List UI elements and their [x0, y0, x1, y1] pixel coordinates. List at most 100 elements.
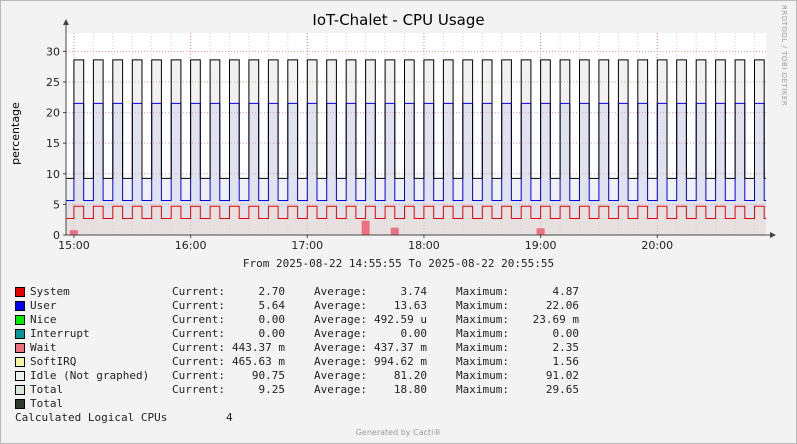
- legend-current-value: 465.63 m: [232, 355, 285, 368]
- legend-swatch: [15, 399, 25, 409]
- legend-current-value: 90.75: [251, 369, 285, 382]
- legend-name: Interrupt: [30, 327, 90, 340]
- x-tick-label: 18:00: [408, 239, 440, 252]
- legend-name: User: [30, 299, 57, 312]
- legend-current-value: 0.00: [258, 327, 286, 340]
- legend-swatch: [15, 301, 25, 311]
- wait-spike: [390, 227, 399, 235]
- legend-maximum-value: 1.56: [552, 355, 580, 368]
- legend-name: Total: [30, 397, 64, 410]
- legend-average-value: 81.20: [393, 369, 427, 382]
- legend-current-label: Current:: [172, 341, 225, 354]
- y-tick-label: 20: [46, 107, 60, 120]
- legend-swatch: [15, 385, 25, 395]
- legend-current-label: Current:: [172, 369, 225, 382]
- legend-average-label: Average:: [314, 383, 367, 396]
- legend-average-label: Average:: [314, 355, 367, 368]
- legend-name: SoftIRQ: [30, 355, 77, 368]
- legend-average-value: 437.37 m: [374, 341, 427, 354]
- legend-current-label: Current:: [172, 285, 225, 298]
- legend-maximum-value: 4.87: [552, 285, 580, 298]
- legend-maximum-label: Maximum:: [456, 285, 509, 298]
- time-range: From 2025-08-22 14:55:55 To 2025-08-22 2…: [242, 257, 555, 270]
- legend-average-value: 492.59 u: [374, 313, 427, 326]
- y-tick-label: 5: [53, 198, 60, 211]
- legend-maximum-value: 0.00: [552, 327, 580, 340]
- line-total: [66, 59, 766, 179]
- legend-name: Wait: [30, 341, 57, 354]
- legend-maximum-value: 22.06: [545, 299, 579, 312]
- legend-current-value: 2.70: [258, 285, 286, 298]
- legend-maximum-label: Maximum:: [456, 313, 509, 326]
- y-axis-arrow: [63, 19, 69, 25]
- legend-name: Nice: [30, 313, 57, 326]
- legend-swatch: [15, 357, 25, 367]
- y-tick-label: 25: [46, 76, 60, 89]
- legend-name: Total: [30, 383, 64, 396]
- legend-maximum-label: Maximum:: [456, 383, 509, 396]
- x-axis-arrow: [770, 232, 776, 238]
- legend-current-value: 9.25: [258, 383, 286, 396]
- legend-maximum-label: Maximum:: [456, 327, 509, 340]
- plot-background: [66, 33, 766, 235]
- legend-average-label: Average:: [314, 285, 367, 298]
- legend-average-value: 13.63: [393, 299, 427, 312]
- logical-cpus-value: 4: [226, 411, 233, 424]
- legend-current-label: Current:: [172, 327, 225, 340]
- legend-maximum-label: Maximum:: [456, 369, 509, 382]
- legend-average-value: 3.74: [400, 285, 428, 298]
- logical-cpus-label: Calculated Logical CPUs: [15, 411, 168, 424]
- legend-average-label: Average:: [314, 327, 367, 340]
- x-tick-label: 20:00: [641, 239, 673, 252]
- line-system: [66, 205, 766, 219]
- cpu-usage-chart: 0 5 10 15 20 25 30 15:00 16:00 17:00 18:00 19:00 20:…: [46, 19, 776, 252]
- legend-current-label: Current:: [172, 383, 225, 396]
- area-total: [66, 59, 766, 236]
- area-system: [66, 206, 766, 235]
- x-tick-label: 15:00: [58, 239, 90, 252]
- x-tick-label: 17:00: [291, 239, 323, 252]
- wait-spike: [69, 230, 78, 235]
- legend-maximum-value: 23.69 m: [532, 313, 579, 326]
- wait-spike: [536, 228, 545, 235]
- legend-maximum-label: Maximum:: [456, 341, 509, 354]
- legend-current-value: 0.00: [258, 313, 286, 326]
- line-user: [66, 102, 766, 201]
- y-tick-label: 15: [46, 137, 60, 150]
- chart-title: IoT-Chalet - CPU Usage: [312, 11, 485, 29]
- legend-swatch: [15, 371, 25, 381]
- axes: 0 5 10 15 20 25 30 15:00 16:00 17:00 18:00 19:00 20:…: [46, 19, 776, 252]
- legend-current-value: 5.64: [258, 299, 286, 312]
- legend-maximum-value: 29.65: [545, 383, 579, 396]
- legend-name: Idle (Not graphed): [30, 369, 150, 382]
- legend-current-label: Current:: [172, 355, 225, 368]
- y-tick-label: 10: [46, 168, 60, 181]
- legend-average-value: 0.00: [400, 327, 428, 340]
- legend-current-label: Current:: [172, 299, 225, 312]
- rrdtool-watermark: RRDTOOL / TOBI OETIKER: [780, 5, 788, 107]
- y-tick-label: 0: [53, 229, 60, 242]
- legend-maximum-label: Maximum:: [456, 355, 509, 368]
- legend-maximum-value: 91.02: [545, 369, 579, 382]
- x-tick-label: 16:00: [175, 239, 207, 252]
- legend-average-value: 18.80: [393, 383, 427, 396]
- legend-average-label: Average:: [314, 369, 367, 382]
- legend-current-label: Current:: [172, 313, 225, 326]
- legend-swatch: [15, 287, 25, 297]
- legend-average-value: 994.62 m: [374, 355, 427, 368]
- series-lines: [66, 59, 766, 219]
- legend-swatch: [15, 343, 25, 353]
- legend-swatch: [15, 315, 25, 325]
- wait-spike: [361, 220, 370, 235]
- series-areas: [66, 59, 766, 236]
- legend-current-value: 443.37 m: [232, 341, 285, 354]
- legend-maximum-value: 2.35: [552, 341, 580, 354]
- area-user: [66, 103, 766, 236]
- x-tick-label: 19:00: [525, 239, 557, 252]
- legend-average-label: Average:: [314, 299, 367, 312]
- legend-average-label: Average:: [314, 341, 367, 354]
- legend-maximum-label: Maximum:: [456, 299, 509, 312]
- legend-swatch: [15, 329, 25, 339]
- legend-name: System: [30, 285, 70, 298]
- y-tick-label: 30: [46, 45, 60, 58]
